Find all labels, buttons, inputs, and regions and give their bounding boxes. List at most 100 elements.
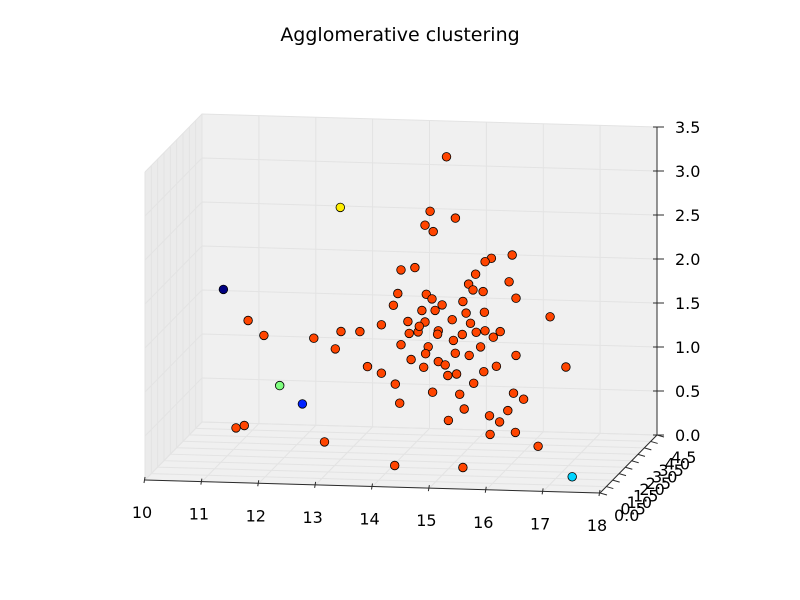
y-tick <box>650 440 658 444</box>
x-tick <box>200 478 203 485</box>
grid-line-z <box>144 245 658 305</box>
data-point <box>479 367 489 377</box>
data-point <box>432 329 443 340</box>
data-point <box>448 335 459 346</box>
data-point <box>450 348 461 359</box>
data-point <box>440 360 450 370</box>
data-point <box>488 332 499 342</box>
x-tick-label: 15 <box>416 511 436 530</box>
data-point <box>480 257 490 267</box>
data-point <box>410 262 420 273</box>
data-point <box>336 326 346 337</box>
tick-labels: 10 11 12 13 14 15 16 17 180.00.51.01.52.02.53.03… <box>132 118 701 535</box>
data-point <box>441 152 452 162</box>
x-tick-label: 18 <box>587 516 607 535</box>
data-point <box>309 333 319 343</box>
data-point <box>484 411 495 421</box>
y-tick <box>644 447 652 451</box>
z-tick-label: 1.5 <box>675 294 700 313</box>
data-point <box>437 300 447 310</box>
data-point <box>567 472 577 482</box>
data-points <box>218 152 577 482</box>
data-point <box>457 329 468 340</box>
data-point <box>414 321 425 332</box>
y-tick-label: 4.0 <box>665 454 690 473</box>
data-point <box>511 350 521 361</box>
data-point <box>390 379 401 389</box>
data-point <box>330 344 341 354</box>
data-point <box>458 462 468 473</box>
x-tick <box>484 486 487 493</box>
data-point <box>427 387 438 397</box>
data-point <box>425 206 435 217</box>
y-tick-label: 2.0 <box>639 480 664 499</box>
grid-line-z <box>144 201 658 261</box>
grid-line-z <box>144 113 658 173</box>
y-tick-label: 0.5 <box>620 500 645 519</box>
y-tick-label: 1.0 <box>627 493 652 512</box>
data-point <box>504 277 514 287</box>
data-point <box>485 429 495 440</box>
x-tick <box>371 483 373 490</box>
data-point <box>428 226 438 237</box>
data-point <box>458 296 468 307</box>
y-tick <box>631 460 639 464</box>
data-point <box>406 354 416 365</box>
z-tick-label: 2.5 <box>675 206 700 225</box>
data-point <box>468 285 478 295</box>
data-point <box>450 213 461 223</box>
y-tick-label: 2.5 <box>646 474 671 493</box>
x-tick-label: 17 <box>530 514 550 533</box>
data-point <box>390 460 400 471</box>
grid-line-z <box>144 421 658 481</box>
x-tick <box>143 476 146 484</box>
y-tick <box>599 492 608 496</box>
data-point <box>427 294 437 304</box>
data-point <box>465 318 476 329</box>
data-point <box>471 327 481 338</box>
data-point <box>469 378 479 389</box>
x-tick <box>598 489 601 497</box>
x-tick-label: 14 <box>359 510 379 529</box>
chart-title: Agglomerative clustering <box>280 24 519 46</box>
x-tick-label: 16 <box>473 513 493 532</box>
data-point <box>459 404 469 414</box>
data-point <box>503 405 513 416</box>
z-tick-label: 0.0 <box>675 426 700 445</box>
z-tick-label: 3.0 <box>675 162 700 181</box>
data-point <box>479 307 490 318</box>
y-tick <box>637 453 646 457</box>
data-point <box>376 320 387 330</box>
z-tick-label: 1.0 <box>675 338 700 357</box>
data-point <box>355 326 365 337</box>
data-point <box>443 415 454 426</box>
x-tick-label: 10 <box>132 503 152 522</box>
y-tick-label: 0.0 <box>614 506 639 525</box>
y-axis-line <box>599 434 658 494</box>
data-point <box>455 389 465 400</box>
data-point <box>396 340 406 350</box>
data-point <box>419 362 429 373</box>
data-point <box>518 394 529 404</box>
x-tick <box>541 488 544 495</box>
data-point <box>403 316 413 327</box>
data-point <box>510 427 521 438</box>
grid-line-z <box>144 289 658 349</box>
grid-line-z <box>144 377 658 437</box>
data-point <box>494 417 505 427</box>
y-tick-label: 4.5 <box>671 448 696 467</box>
y-tick-label: 3.0 <box>652 467 677 486</box>
data-point <box>404 328 414 339</box>
y-tick-label: 3.5 <box>658 461 683 480</box>
y-tick <box>625 466 633 470</box>
data-point <box>545 312 555 322</box>
y-tick <box>612 479 620 483</box>
side-pane <box>145 114 202 480</box>
data-point <box>218 284 229 295</box>
data-point <box>362 361 373 372</box>
data-point <box>420 220 430 230</box>
data-point <box>511 293 521 303</box>
data-point <box>475 342 486 352</box>
data-point <box>507 250 517 260</box>
